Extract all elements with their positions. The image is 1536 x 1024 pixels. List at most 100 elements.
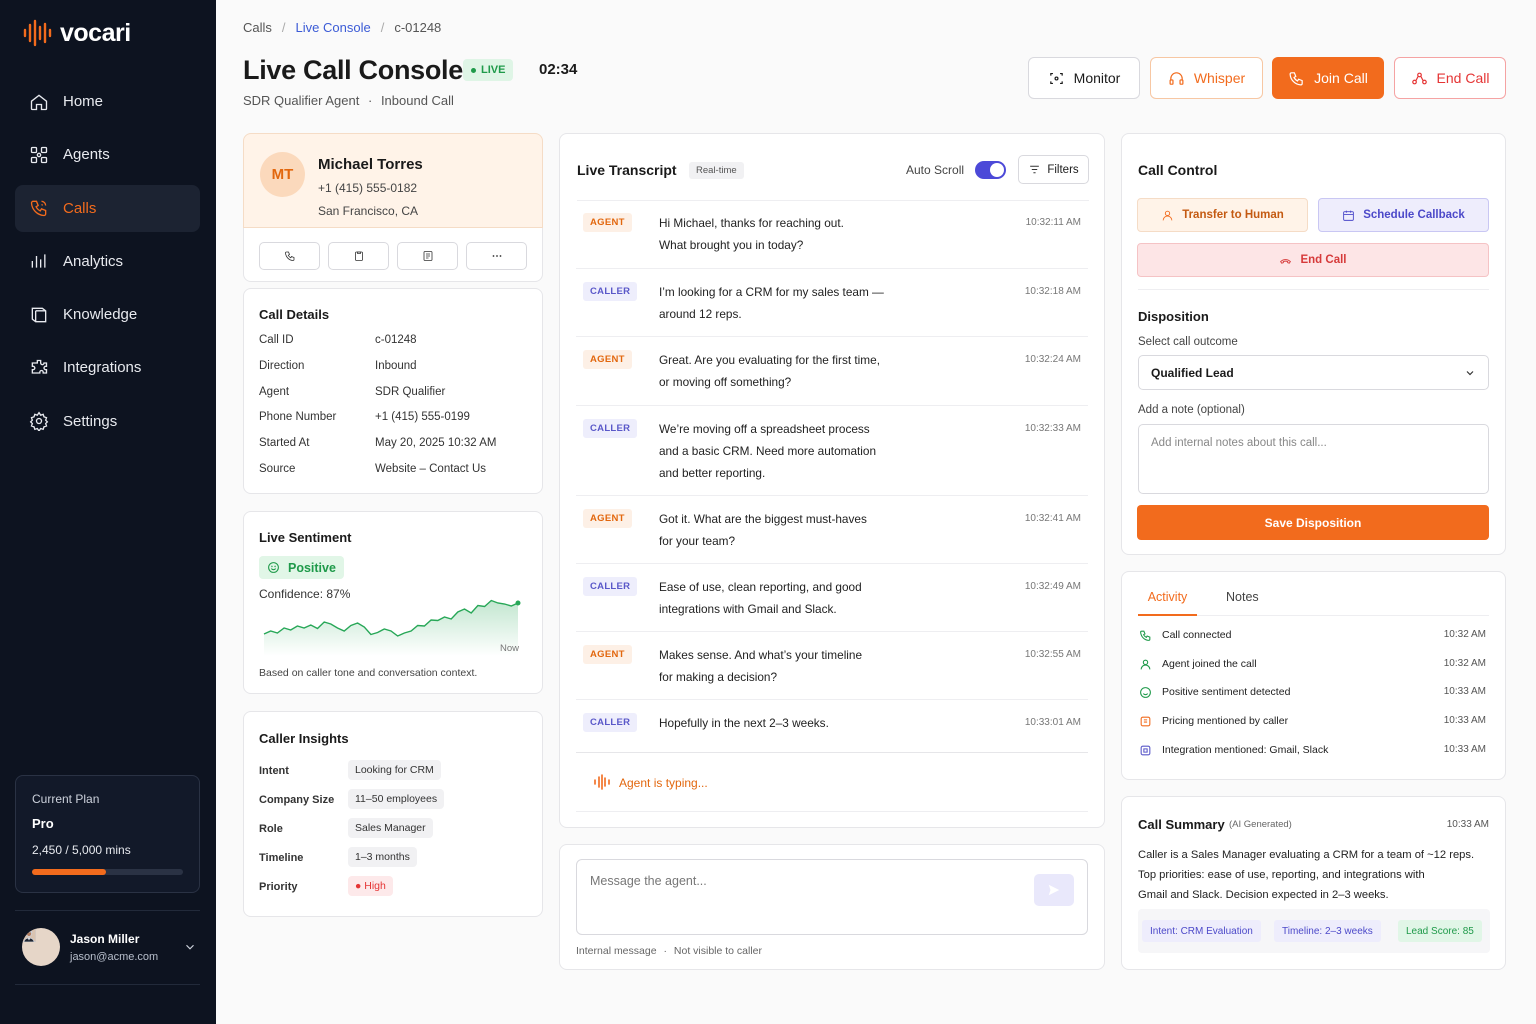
more-options-button[interactable]: [466, 242, 527, 270]
sidebar-item-analytics[interactable]: Analytics: [15, 238, 200, 285]
end-call-button[interactable]: End Call: [1394, 57, 1506, 99]
chevron-down-icon[interactable]: [183, 940, 197, 954]
transfer-to-human-button[interactable]: Transfer to Human: [1137, 198, 1308, 232]
whisper-button[interactable]: Whisper: [1150, 57, 1263, 99]
chevron-down-icon: [1466, 371, 1474, 376]
send-button[interactable]: [1034, 874, 1074, 906]
message-time: 10:32:11 AM: [1025, 217, 1081, 228]
save-disposition-button[interactable]: Save Disposition: [1137, 505, 1489, 540]
message-time: 10:32:55 AM: [1024, 649, 1081, 660]
detail-value: SDR Qualifier: [375, 386, 446, 398]
hangup-icon: [1280, 258, 1292, 264]
caller-profile-card: MT Michael Torres +1 (415) 555-0182 San …: [243, 133, 543, 228]
breadcrumb-section[interactable]: Live Console: [295, 20, 371, 35]
puzzle-icon: [31, 359, 48, 374]
sentiment-line: [263, 599, 519, 637]
breadcrumb-separator: /: [380, 20, 385, 35]
tab-activity[interactable]: Activity: [1138, 588, 1197, 616]
note-label: Add a note (optional): [1138, 404, 1245, 416]
tab-notes[interactable]: Notes: [1226, 590, 1259, 604]
current-plan-card[interactable]: Current Plan Pro 2,450 / 5,000 mins: [15, 775, 200, 893]
composer-card: Message the agent... Internal message · …: [559, 844, 1105, 970]
agents-icon: [30, 146, 48, 163]
message-text: Great. Are you evaluating for the first …: [659, 353, 880, 389]
role-badge: AGENT: [583, 645, 632, 664]
plan-name: Pro: [32, 816, 54, 831]
filters-button[interactable]: Filters: [1018, 155, 1089, 184]
role-badge: AGENT: [583, 350, 632, 369]
detail-value: c-01248: [375, 334, 417, 346]
summary-tag: Intent: CRM Evaluation: [1142, 920, 1261, 942]
breadcrumb-root[interactable]: Calls: [243, 20, 272, 35]
message-text: Hi Michael, thanks for reaching out. What…: [659, 216, 844, 252]
sidebar-item-integrations[interactable]: Integrations: [15, 344, 200, 391]
sidebar-item-home[interactable]: Home: [15, 78, 200, 125]
transcript-message: AGENT Got it. What are the biggest must-…: [576, 496, 1088, 564]
app-name: vocari: [60, 18, 131, 47]
bar-chart-icon: [31, 254, 46, 269]
note-icon: [423, 251, 432, 261]
sidebar-item-agents[interactable]: Agents: [15, 131, 200, 178]
join-call-button[interactable]: Join Call: [1272, 57, 1384, 99]
control-end-call-button[interactable]: End Call: [1137, 243, 1489, 277]
call-details-card: Call Details: [243, 288, 543, 494]
detail-value: Website – Contact Us: [375, 463, 487, 475]
message-text: Makes sense. And what’s your timeline for…: [659, 648, 863, 684]
phone-icon: [30, 200, 47, 217]
waveform-icon: [594, 774, 610, 790]
notes-button[interactable]: [397, 242, 458, 270]
outcome-select[interactable]: Qualified Lead: [1138, 355, 1489, 390]
typing-text: Agent is typing...: [619, 776, 708, 790]
detail-label: Started At: [259, 437, 310, 449]
plan-usage-fill: [32, 869, 106, 875]
send-icon: [1048, 884, 1060, 896]
schedule-callback-button[interactable]: Schedule Callback: [1318, 198, 1489, 232]
whisper-label: Whisper: [1193, 70, 1246, 86]
monitor-button[interactable]: Monitor: [1028, 57, 1140, 99]
insight-label: Priority: [259, 881, 298, 893]
caller-location: San Francisco, CA: [318, 204, 419, 218]
sidebar-nav: Home Agents Calls Analytics Knowledge In…: [15, 78, 200, 451]
call-caller-button[interactable]: [259, 242, 320, 270]
phone-icon: [1140, 630, 1151, 641]
message-text: Got it. What are the biggest must-haves f…: [659, 512, 867, 548]
divider: [1138, 615, 1489, 616]
role-badge: CALLER: [583, 282, 638, 301]
activity-text: Agent joined the call: [1162, 658, 1257, 670]
sidebar-item-label: Integrations: [63, 359, 142, 377]
summary-badge: (AI Generated): [1229, 819, 1292, 830]
message-time: 10:33:01 AM: [1024, 717, 1081, 728]
sidebar-item-calls[interactable]: Calls: [15, 184, 200, 232]
sentiment-badge: Positive: [259, 556, 344, 579]
sidebar-item-label: Agents: [63, 146, 110, 164]
outcome-label: Select call outcome: [1138, 336, 1238, 348]
copy-button[interactable]: [328, 242, 389, 270]
breadcrumb-current: c-01248: [394, 20, 442, 35]
sidebar-item-knowledge[interactable]: Knowledge: [15, 291, 200, 338]
sidebar-item-label: Knowledge: [63, 306, 138, 324]
live-dot-icon: [471, 67, 476, 73]
activity-card: Activity Notes: [1121, 571, 1506, 780]
transcript-message: CALLER Ease of use, clean reporting, and…: [576, 564, 1088, 632]
book-icon: [31, 307, 47, 323]
insight-label: Company Size: [259, 794, 335, 806]
message-time: 10:32:41 AM: [1024, 513, 1081, 524]
role-badge: CALLER: [583, 419, 638, 438]
app-logo[interactable]: vocari: [22, 18, 131, 48]
activity-time: 10:33 AM: [1443, 744, 1486, 755]
autoscroll-toggle[interactable]: [975, 161, 1006, 179]
user-menu[interactable]: Jason Miller jason@acme.com: [22, 928, 197, 966]
message-time: 10:32:33 AM: [1024, 423, 1081, 434]
toggle-knob: [990, 163, 1004, 177]
message-input[interactable]: Message the agent...: [576, 859, 1088, 935]
call-timer: 02:34: [539, 61, 578, 78]
activity-item: Agent joined the call 10:32 AM: [1139, 655, 1486, 675]
sentiment-area: [264, 600, 518, 656]
priority-pill: ● High: [348, 876, 393, 896]
role-badge: CALLER: [583, 713, 638, 732]
note-textarea[interactable]: Add internal notes about this call...: [1138, 424, 1489, 494]
insights-title: Caller Insights: [259, 731, 349, 746]
divider: [15, 984, 200, 985]
logo-waveform-icon: [23, 19, 52, 47]
sidebar-item-settings[interactable]: Settings: [15, 398, 200, 445]
